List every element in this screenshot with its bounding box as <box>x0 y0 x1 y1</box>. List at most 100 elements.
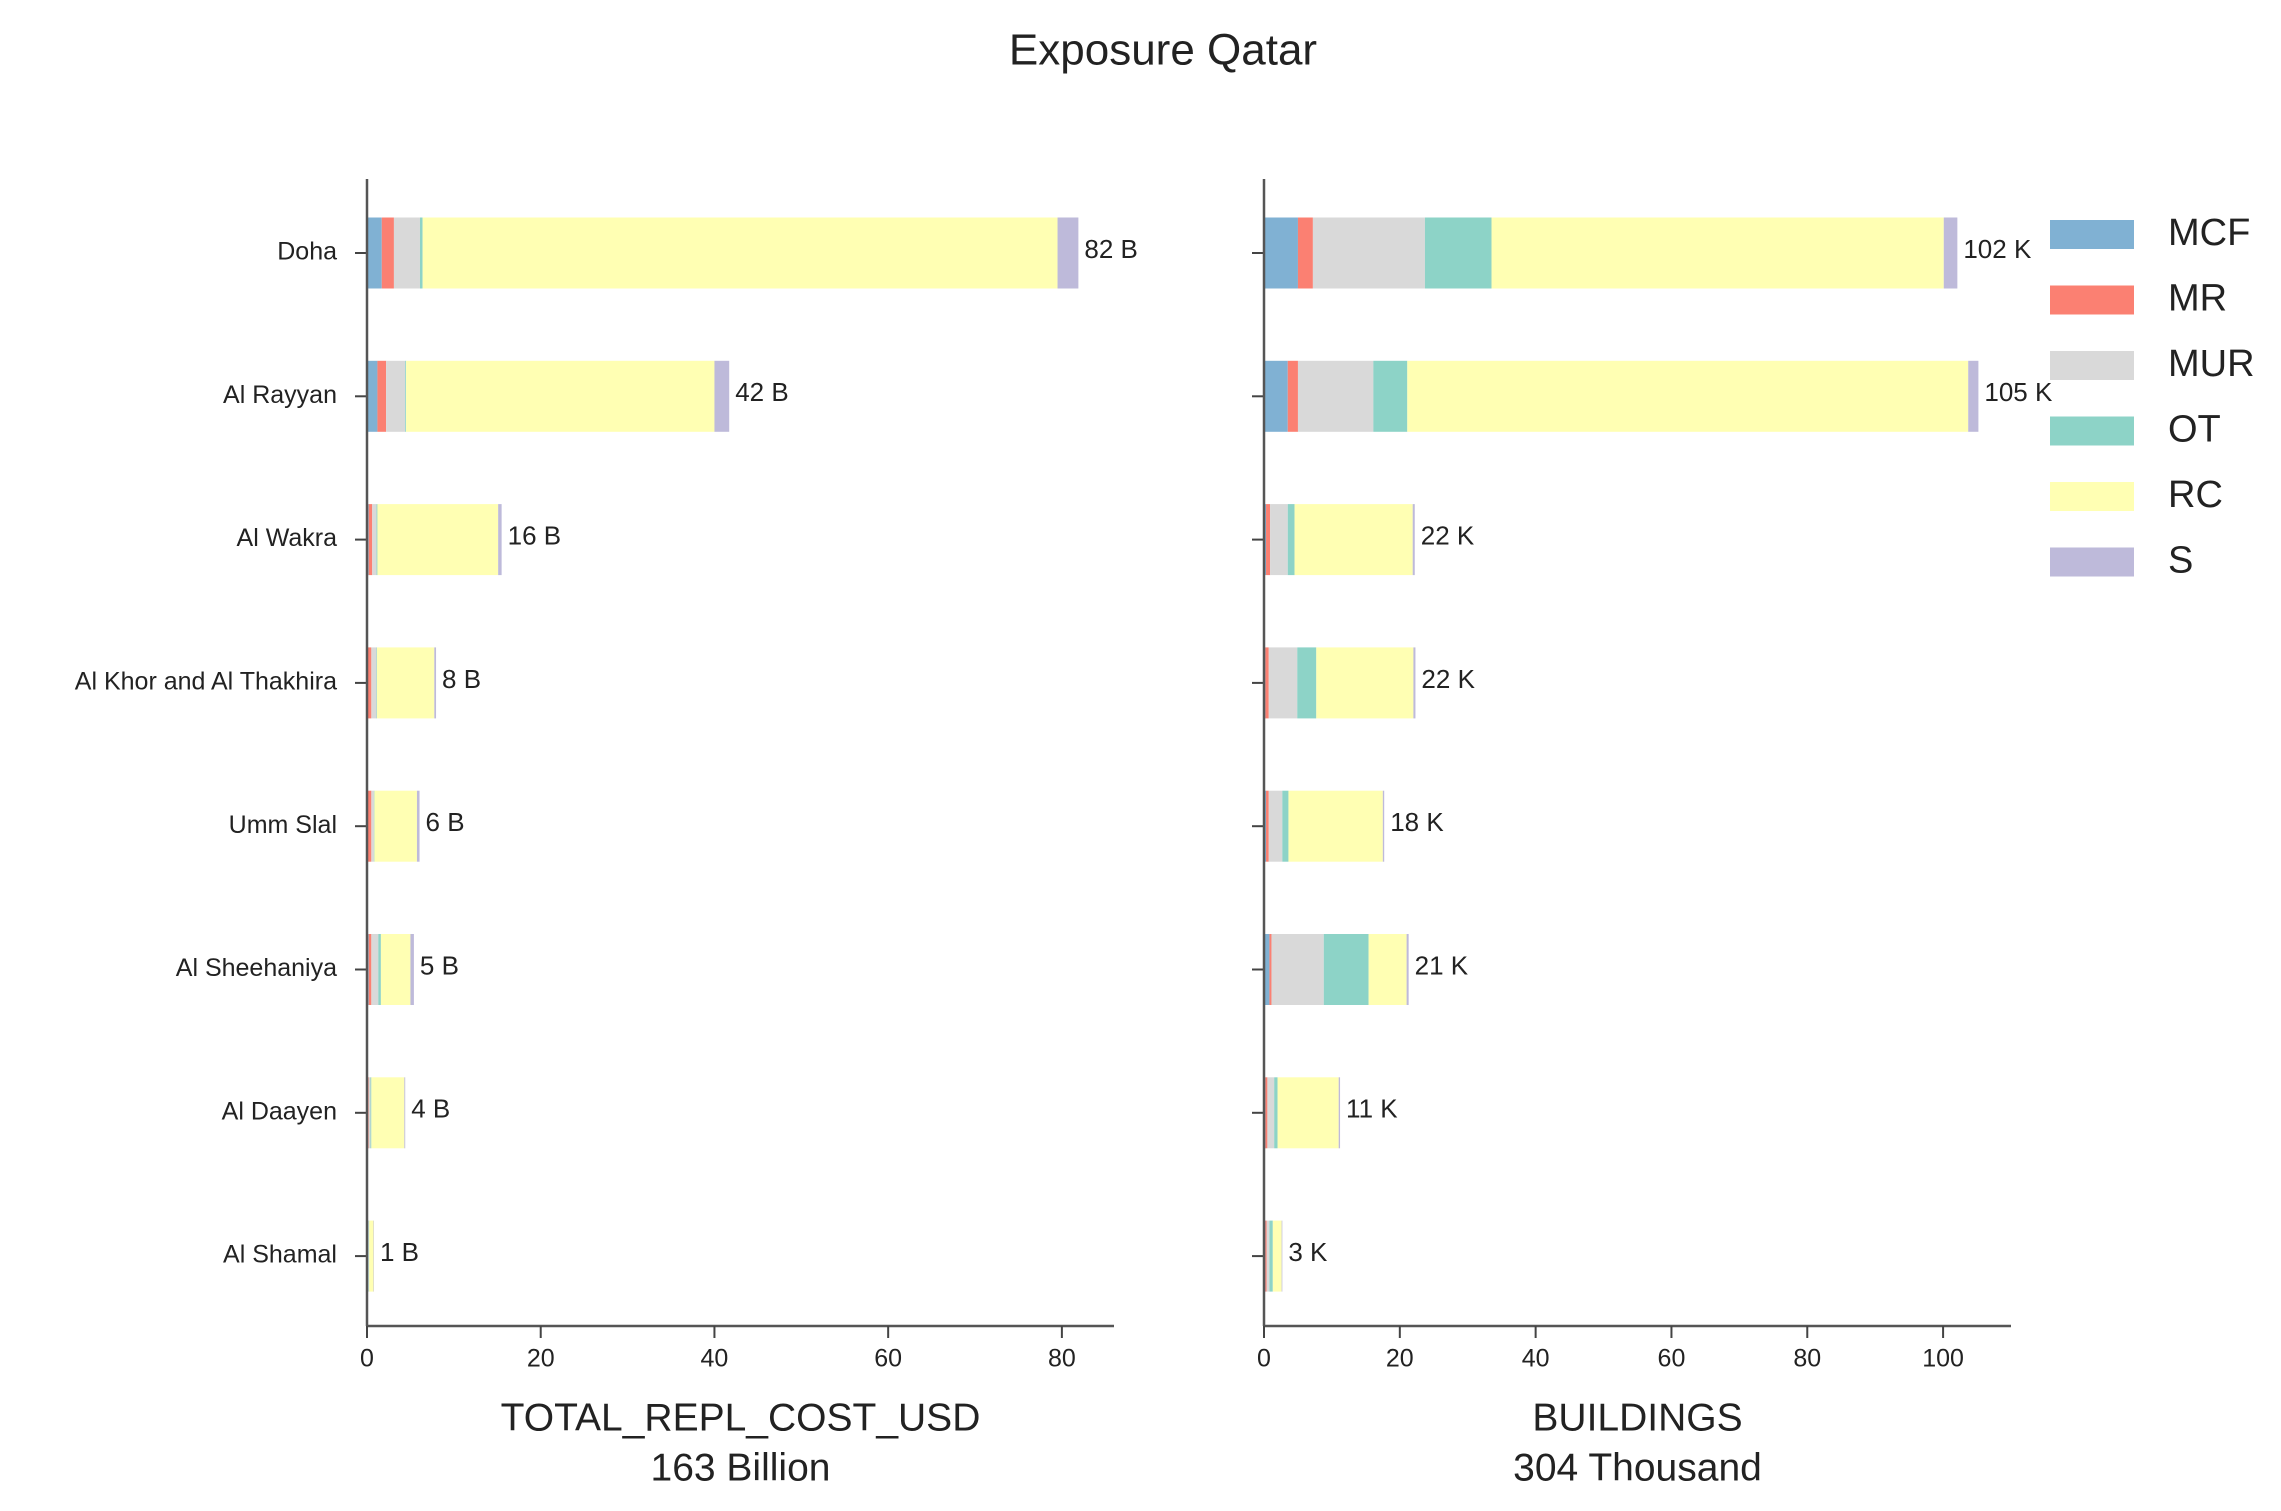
bar-segment <box>371 647 377 719</box>
total-label: 8 B <box>442 664 481 694</box>
bar-segment <box>1282 790 1289 862</box>
bar-segment <box>1265 1220 1267 1292</box>
bar-segment <box>1268 647 1298 719</box>
bar-segment <box>367 1077 369 1149</box>
bar-segment <box>1406 934 1409 1005</box>
bar-segment <box>1264 934 1270 1005</box>
bar-segment <box>386 360 406 432</box>
total-label: 82 B <box>1084 234 1138 264</box>
total-label: 3 K <box>1288 1237 1328 1267</box>
x-tick-label: 60 <box>874 1345 902 1373</box>
bar-segment <box>1277 1077 1339 1149</box>
total-label: 105 K <box>1984 377 2053 407</box>
total-label: 102 K <box>1963 234 2032 264</box>
bar-segment <box>404 1077 406 1149</box>
legend-swatch <box>2050 285 2134 315</box>
bar-segment <box>405 360 407 432</box>
bar-segment <box>1323 934 1369 1005</box>
bar-segment <box>406 360 715 432</box>
bar-segment <box>714 360 730 432</box>
bar-segment <box>1266 790 1269 862</box>
bar-segment <box>376 647 435 719</box>
bar-segment <box>367 1220 369 1292</box>
legend-swatch <box>2050 482 2134 511</box>
legend-swatch <box>2050 351 2134 380</box>
total-label: 18 K <box>1390 807 1444 837</box>
x-axis-label: TOTAL_REPL_COST_USD <box>501 1396 981 1439</box>
bar-segment <box>1424 217 1492 289</box>
bar-segment <box>1297 360 1374 432</box>
bar-segment <box>1272 1220 1282 1292</box>
bar-segment <box>1265 647 1269 719</box>
bar-segment <box>416 790 420 862</box>
bar-segment <box>1413 647 1416 719</box>
bar-segment <box>377 504 499 576</box>
total-label: 4 B <box>411 1094 450 1124</box>
x-tick-label: 40 <box>1522 1345 1550 1373</box>
bar-segment <box>381 217 394 289</box>
bar-segment <box>372 504 377 576</box>
y-tick-label: Al Daayen <box>222 1097 337 1125</box>
bar-segment <box>1287 504 1295 576</box>
bar-segment <box>378 934 381 1005</box>
total-label: 1 B <box>380 1237 419 1267</box>
bar-segment <box>367 790 372 862</box>
bar-segment <box>434 647 437 719</box>
x-axis-note: 304 Thousand <box>1513 1446 1762 1489</box>
total-label: 21 K <box>1415 950 1469 980</box>
legend-swatch <box>2050 220 2134 249</box>
bar-segment <box>1265 1077 1268 1149</box>
bar-segment <box>368 504 373 576</box>
legend-label: MUR <box>2168 343 2255 385</box>
bar-segment <box>367 360 378 432</box>
bar-segment <box>1297 217 1313 289</box>
y-tick-label: Al Rayyan <box>223 381 337 409</box>
total-label: 16 B <box>508 520 562 550</box>
bar-segment <box>1271 934 1324 1005</box>
bar-segment <box>1316 647 1414 719</box>
bar-segment <box>1968 360 1979 432</box>
bar-segment <box>1297 647 1317 719</box>
legend-swatch <box>2050 416 2134 446</box>
bar-segment <box>1412 504 1415 576</box>
x-tick-label: 100 <box>1922 1345 1964 1373</box>
y-tick-label: Al Shamal <box>223 1241 337 1269</box>
y-tick-label: Doha <box>277 238 337 266</box>
x-tick-label: 0 <box>360 1345 374 1373</box>
x-tick-label: 0 <box>1257 1345 1271 1373</box>
bar-segment <box>1267 1077 1275 1149</box>
bar-segment <box>1287 360 1298 432</box>
total-label: 22 K <box>1421 664 1475 694</box>
bar-segment <box>371 790 374 862</box>
bar-segment <box>1943 217 1958 289</box>
bar-segment <box>419 217 423 289</box>
bar-segment <box>1491 217 1944 289</box>
bar-segment <box>367 647 372 719</box>
y-tick-label: Al Wakra <box>237 524 338 552</box>
legend-label: MCF <box>2168 212 2250 254</box>
legend-label: RC <box>2168 474 2223 516</box>
x-tick-label: 40 <box>701 1345 729 1373</box>
bar-segment <box>393 217 420 289</box>
bar-segment <box>1312 217 1425 289</box>
bar-segment <box>410 934 414 1005</box>
bar-segment <box>1407 360 1969 432</box>
bar-segment <box>380 934 411 1005</box>
total-label: 6 B <box>426 807 465 837</box>
legend-label: MR <box>2168 278 2227 320</box>
y-tick-label: Umm Slal <box>229 811 337 839</box>
y-tick-label: Al Khor and Al Thakhira <box>75 668 337 696</box>
y-tick-label: Al Sheehaniya <box>176 954 337 982</box>
bar-segment <box>1288 790 1383 862</box>
bar-segment <box>1269 1220 1273 1292</box>
bar-segment <box>1268 790 1283 862</box>
x-tick-label: 20 <box>1386 1345 1414 1373</box>
x-tick-label: 80 <box>1048 1345 1076 1373</box>
bar-segment <box>367 217 382 289</box>
bar-segment <box>1269 934 1272 1005</box>
bar-segment <box>376 504 378 576</box>
bar-segment <box>1281 1220 1283 1292</box>
total-label: 22 K <box>1421 520 1475 550</box>
legend-swatch <box>2050 547 2134 577</box>
